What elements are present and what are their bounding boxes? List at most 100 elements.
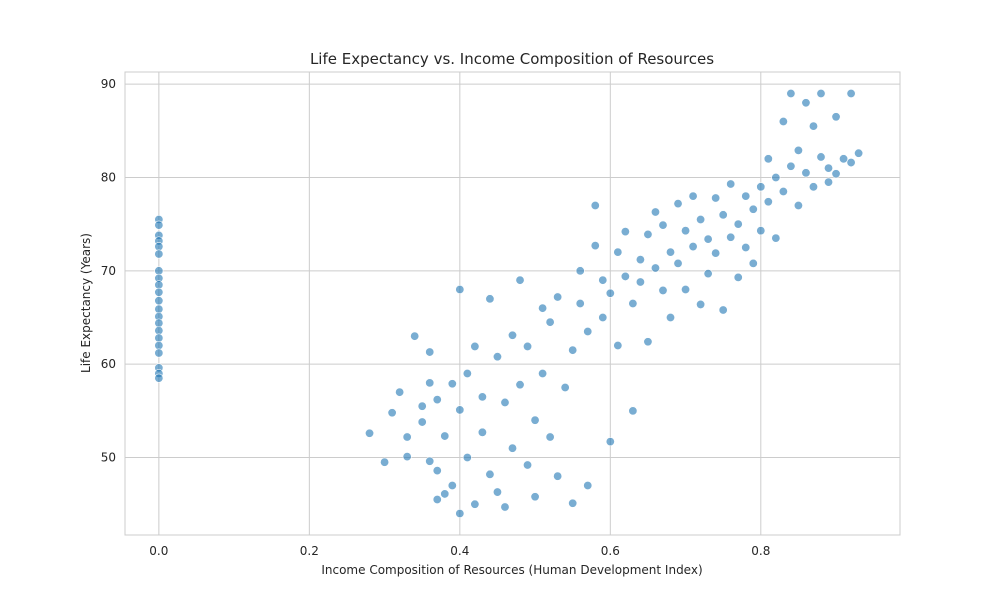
data-point	[154, 373, 164, 383]
data-point	[590, 241, 600, 251]
data-point	[846, 158, 856, 168]
data-point	[387, 408, 397, 418]
chart-title: Life Expectancy vs. Income Composition o…	[310, 50, 714, 68]
data-point	[500, 397, 510, 407]
data-point	[455, 405, 465, 415]
data-point	[741, 191, 751, 201]
data-point	[808, 182, 818, 192]
data-point	[395, 387, 405, 397]
data-point	[696, 299, 706, 309]
data-point	[628, 298, 638, 308]
data-point	[455, 509, 465, 519]
data-point	[748, 204, 758, 214]
data-point	[771, 233, 781, 243]
data-point	[447, 379, 457, 389]
data-point	[778, 116, 788, 126]
data-point	[154, 266, 164, 276]
data-point	[666, 313, 676, 323]
data-point	[440, 431, 450, 441]
data-point	[154, 341, 164, 351]
data-point	[703, 234, 713, 244]
data-point	[417, 401, 427, 411]
data-point	[440, 489, 450, 499]
data-point	[688, 242, 698, 252]
data-point	[688, 191, 698, 201]
data-point	[666, 247, 676, 257]
data-point	[748, 258, 758, 268]
data-point	[154, 220, 164, 230]
data-point	[605, 437, 615, 447]
data-point	[620, 227, 630, 237]
y-tick-label: 50	[101, 451, 116, 465]
data-point	[545, 317, 555, 327]
data-point	[583, 327, 593, 337]
grid	[125, 72, 900, 535]
y-tick-label: 80	[101, 170, 116, 184]
data-point	[733, 272, 743, 282]
y-tick-labels: 50 60 70 80 90	[101, 77, 116, 464]
data-point	[854, 148, 864, 158]
data-point	[462, 453, 472, 463]
data-point	[816, 152, 826, 162]
data-point	[485, 294, 495, 304]
data-point	[553, 471, 563, 481]
plot-frame	[124, 71, 901, 536]
data-point	[530, 492, 540, 502]
data-point	[470, 499, 480, 509]
data-point	[793, 200, 803, 210]
data-point	[154, 318, 164, 328]
y-tick-label: 70	[101, 264, 116, 278]
data-point	[756, 182, 766, 192]
data-point	[726, 179, 736, 189]
data-point	[432, 495, 442, 505]
data-point	[801, 98, 811, 108]
data-point	[793, 145, 803, 155]
data-point	[507, 443, 517, 453]
x-tick-label: 0.2	[300, 544, 319, 558]
data-point	[763, 197, 773, 207]
data-point	[726, 232, 736, 242]
x-tick-labels: 0.0 0.2 0.4 0.6 0.8	[149, 544, 770, 558]
data-point	[492, 352, 502, 362]
data-point	[477, 392, 487, 402]
data-point	[778, 186, 788, 196]
data-point	[681, 284, 691, 294]
data-point	[831, 169, 841, 179]
data-point	[733, 219, 743, 229]
data-point	[696, 214, 706, 224]
data-point	[658, 285, 668, 295]
data-point	[523, 341, 533, 351]
x-tick-label: 0.4	[450, 544, 469, 558]
data-point	[824, 163, 834, 173]
data-point	[605, 288, 615, 298]
data-point	[673, 258, 683, 268]
data-point	[425, 378, 435, 388]
data-point	[154, 280, 164, 290]
data-point	[590, 200, 600, 210]
data-point	[620, 271, 630, 281]
data-point	[613, 247, 623, 257]
data-point	[447, 481, 457, 491]
data-point	[470, 341, 480, 351]
x-axis-label: Income Composition of Resources (Human D…	[321, 563, 702, 577]
data-point	[425, 456, 435, 466]
data-points	[154, 88, 864, 519]
data-point	[462, 369, 472, 379]
data-point	[560, 383, 570, 393]
x-tick-label: 0.0	[149, 544, 168, 558]
data-point	[380, 457, 390, 467]
data-point	[365, 428, 375, 438]
y-tick-label: 90	[101, 77, 116, 91]
data-point	[500, 502, 510, 512]
x-tick-label: 0.8	[751, 544, 770, 558]
data-point	[824, 177, 834, 187]
data-point	[718, 305, 728, 315]
data-point	[553, 292, 563, 302]
data-point	[154, 249, 164, 259]
data-point	[410, 331, 420, 341]
data-point	[756, 226, 766, 236]
data-point	[425, 347, 435, 357]
data-point	[703, 269, 713, 279]
data-point	[154, 348, 164, 358]
